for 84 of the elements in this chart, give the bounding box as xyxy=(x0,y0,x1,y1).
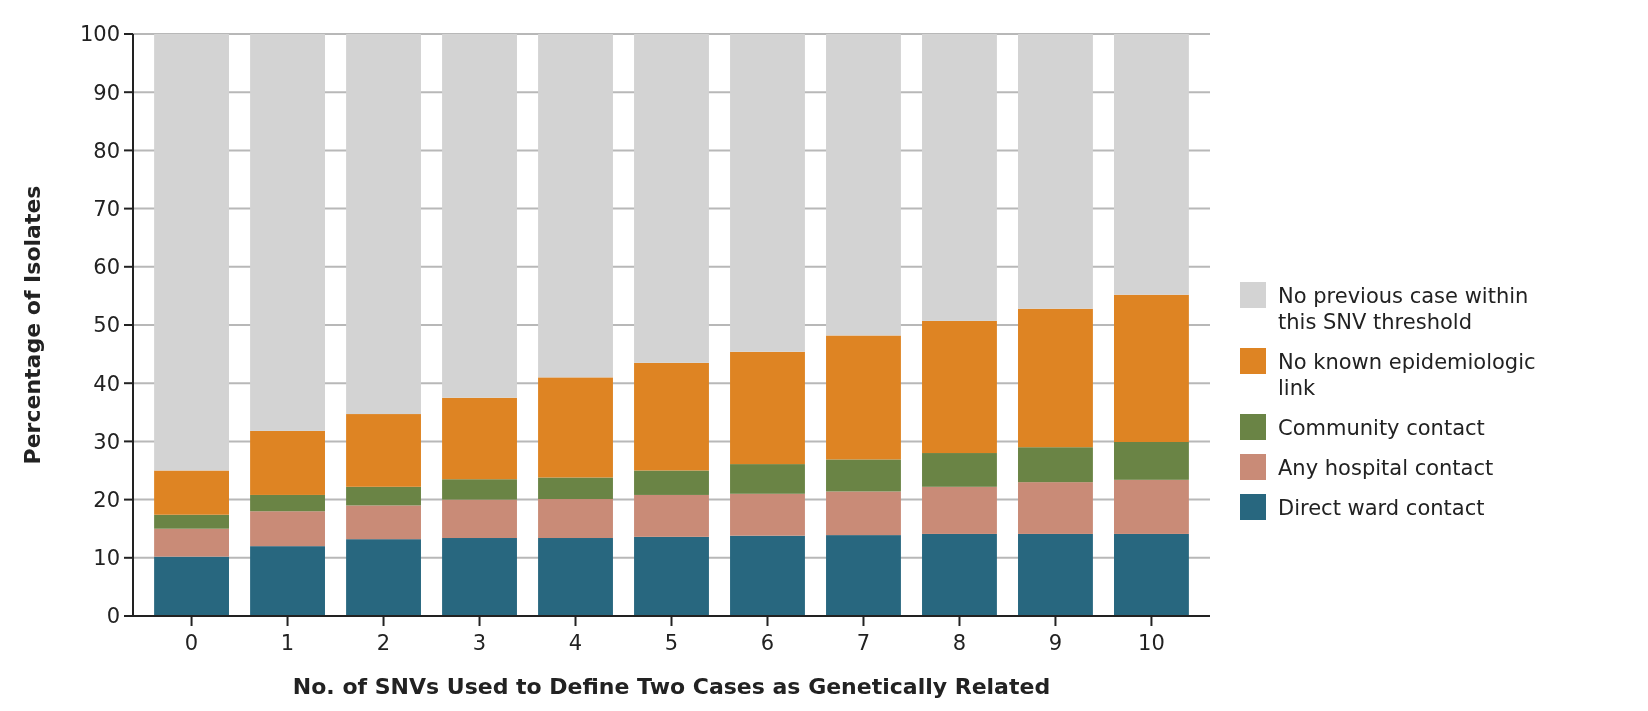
bar xyxy=(442,499,517,539)
bar xyxy=(826,491,901,536)
y-tick-label: 10 xyxy=(93,546,120,571)
bar xyxy=(1018,34,1093,309)
x-tick-label: 5 xyxy=(664,631,679,655)
bar xyxy=(538,377,613,478)
legend-label: No known epidemiologic link xyxy=(1278,350,1536,400)
bar xyxy=(634,494,709,537)
bar xyxy=(250,511,325,547)
bar xyxy=(1018,533,1093,616)
bar xyxy=(826,34,901,336)
x-tick-label: 10 xyxy=(1138,631,1165,655)
bar xyxy=(826,535,901,616)
bar xyxy=(1018,482,1093,534)
bar xyxy=(250,430,325,495)
bar xyxy=(154,514,229,529)
bar xyxy=(730,34,805,352)
y-tick-label: 90 xyxy=(93,80,120,105)
bar xyxy=(1114,479,1189,534)
y-tick-label: 100 xyxy=(79,22,120,47)
bar xyxy=(1114,533,1189,616)
y-tick-label: 30 xyxy=(93,429,120,454)
y-tick-label: 0 xyxy=(106,604,120,629)
bar xyxy=(826,459,901,492)
bar xyxy=(250,494,325,512)
bar xyxy=(346,34,421,415)
x-tick-label: 6 xyxy=(760,631,775,655)
bar xyxy=(538,538,613,616)
x-tick-label: 3 xyxy=(472,631,487,655)
bar xyxy=(346,539,421,616)
x-tick-label: 8 xyxy=(952,631,967,655)
bar xyxy=(154,528,229,557)
bar xyxy=(442,479,517,500)
bar xyxy=(154,34,229,471)
bar xyxy=(346,505,421,540)
bar xyxy=(730,493,805,536)
bar xyxy=(1114,294,1189,442)
x-tick-label: 0 xyxy=(184,631,199,655)
x-tick-label: 2 xyxy=(376,631,391,655)
bar xyxy=(538,499,613,539)
bar xyxy=(1018,308,1093,448)
bar xyxy=(538,34,613,378)
bar xyxy=(730,464,805,494)
bar xyxy=(1114,34,1189,295)
bar xyxy=(826,335,901,460)
bar xyxy=(922,453,997,487)
y-tick-label: 80 xyxy=(93,138,120,163)
bar xyxy=(634,34,709,363)
bar xyxy=(634,362,709,471)
bar xyxy=(442,538,517,616)
bar xyxy=(346,486,421,506)
x-tick-label: 9 xyxy=(1048,631,1063,655)
bar xyxy=(442,397,517,480)
y-tick-label: 50 xyxy=(93,313,120,338)
x-axis-title: No. of SNVs Used to Define Two Cases as Genetically Related xyxy=(292,674,1051,699)
bar xyxy=(538,477,613,500)
x-tick-label: 7 xyxy=(856,631,871,655)
bar xyxy=(250,546,325,616)
y-tick-label: 70 xyxy=(93,196,120,221)
bar xyxy=(154,556,229,616)
bar xyxy=(922,486,997,534)
bar xyxy=(922,533,997,616)
bar xyxy=(634,470,709,495)
y-tick-label: 20 xyxy=(93,487,120,512)
legend-label: Any hospital contact xyxy=(1278,456,1494,480)
bar xyxy=(634,536,709,616)
bar xyxy=(346,414,421,487)
bar xyxy=(1018,447,1093,483)
bar xyxy=(730,351,805,465)
bar xyxy=(922,34,997,321)
legend-label: No previous case within this SNV threshold xyxy=(1278,284,1529,334)
x-tick-label: 1 xyxy=(280,631,295,655)
y-tick-label: 60 xyxy=(93,255,120,280)
y-tick-label: 40 xyxy=(93,371,120,396)
bar xyxy=(442,34,517,398)
bar xyxy=(922,320,997,454)
bar xyxy=(154,470,229,515)
y-axis-title: Percentage of Isolates xyxy=(20,185,45,465)
bar xyxy=(1114,441,1189,480)
legend-label: Direct ward contact xyxy=(1278,496,1485,520)
bar xyxy=(730,535,805,616)
bar xyxy=(250,34,325,431)
x-tick-label: 4 xyxy=(568,631,583,655)
legend-label: Community contact xyxy=(1278,416,1485,440)
